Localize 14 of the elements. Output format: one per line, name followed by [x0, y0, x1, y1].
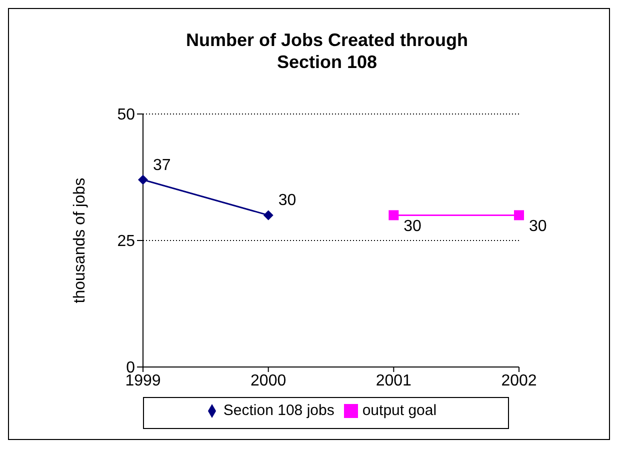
legend-label: Section 108 jobs	[223, 402, 334, 419]
data-label: 37	[153, 156, 171, 174]
x-tick-label: 2001	[376, 372, 412, 390]
data-label: 30	[278, 192, 296, 210]
data-label: 30	[404, 218, 422, 236]
data-label: 30	[529, 218, 547, 236]
y-axis-title: thousands of jobs	[72, 178, 89, 304]
legend-label: output goal	[362, 402, 437, 419]
x-tick-label: 2000	[250, 372, 286, 390]
x-tick-label: 1999	[125, 372, 161, 390]
chart-title: Number of Jobs Created through Section 108	[184, 29, 469, 73]
y-tick-label: 25	[117, 233, 136, 250]
y-tick-label: 50	[117, 106, 136, 124]
x-tick-label: 2002	[501, 372, 537, 390]
